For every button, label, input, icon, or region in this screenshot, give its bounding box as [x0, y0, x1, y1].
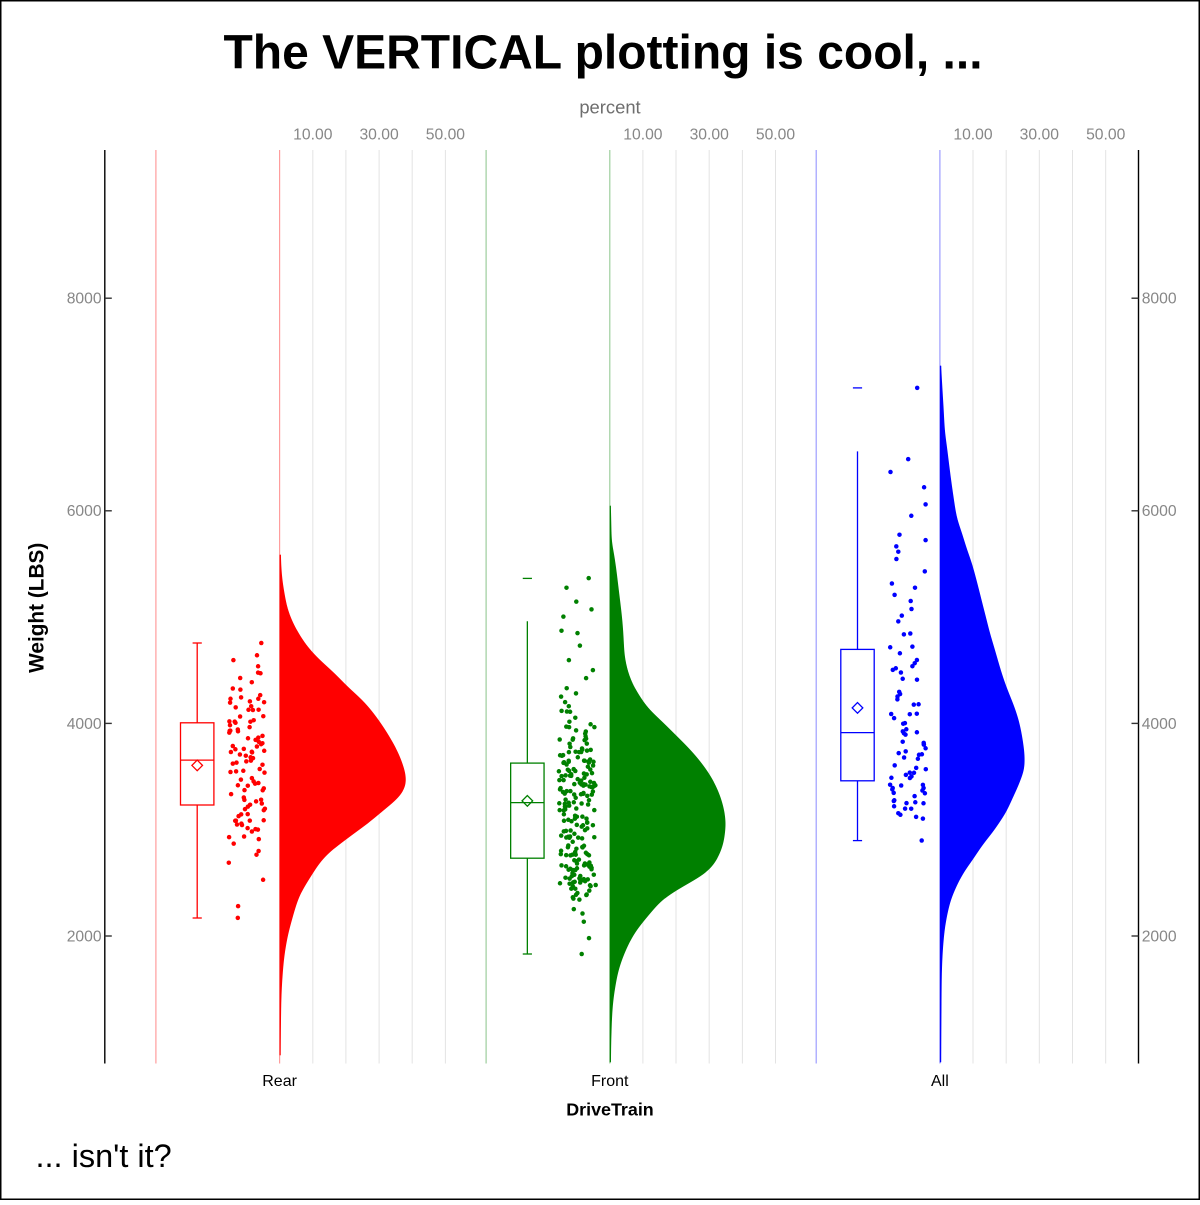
svg-text:2000: 2000	[1142, 928, 1177, 945]
svg-text:4000: 4000	[1142, 716, 1177, 733]
svg-text:50.00: 50.00	[1086, 127, 1126, 144]
svg-text:All: All	[931, 1073, 949, 1090]
svg-text:8000: 8000	[1142, 291, 1177, 308]
svg-text:Front: Front	[591, 1073, 629, 1090]
svg-text:10.00: 10.00	[953, 127, 993, 144]
svg-text:10.00: 10.00	[623, 127, 663, 144]
svg-text:30.00: 30.00	[1020, 127, 1060, 144]
svg-text:6000: 6000	[67, 503, 102, 520]
svg-text:10.00: 10.00	[293, 127, 333, 144]
svg-text:6000: 6000	[1142, 503, 1177, 520]
svg-text:DriveTrain: DriveTrain	[566, 1099, 654, 1119]
svg-text:Weight (LBS): Weight (LBS)	[26, 543, 49, 673]
svg-text:4000: 4000	[67, 716, 102, 733]
svg-text:... isn't it?: ... isn't it?	[36, 1138, 172, 1174]
svg-text:30.00: 30.00	[690, 127, 730, 144]
svg-text:2000: 2000	[67, 928, 102, 945]
svg-text:50.00: 50.00	[756, 127, 796, 144]
svg-text:Rear: Rear	[262, 1073, 297, 1090]
svg-text:30.00: 30.00	[359, 127, 399, 144]
svg-text:percent: percent	[579, 97, 640, 118]
svg-text:50.00: 50.00	[426, 127, 466, 144]
svg-text:8000: 8000	[67, 291, 102, 308]
svg-text:The VERTICAL plotting is cool,: The VERTICAL plotting is cool, ...	[223, 27, 982, 80]
